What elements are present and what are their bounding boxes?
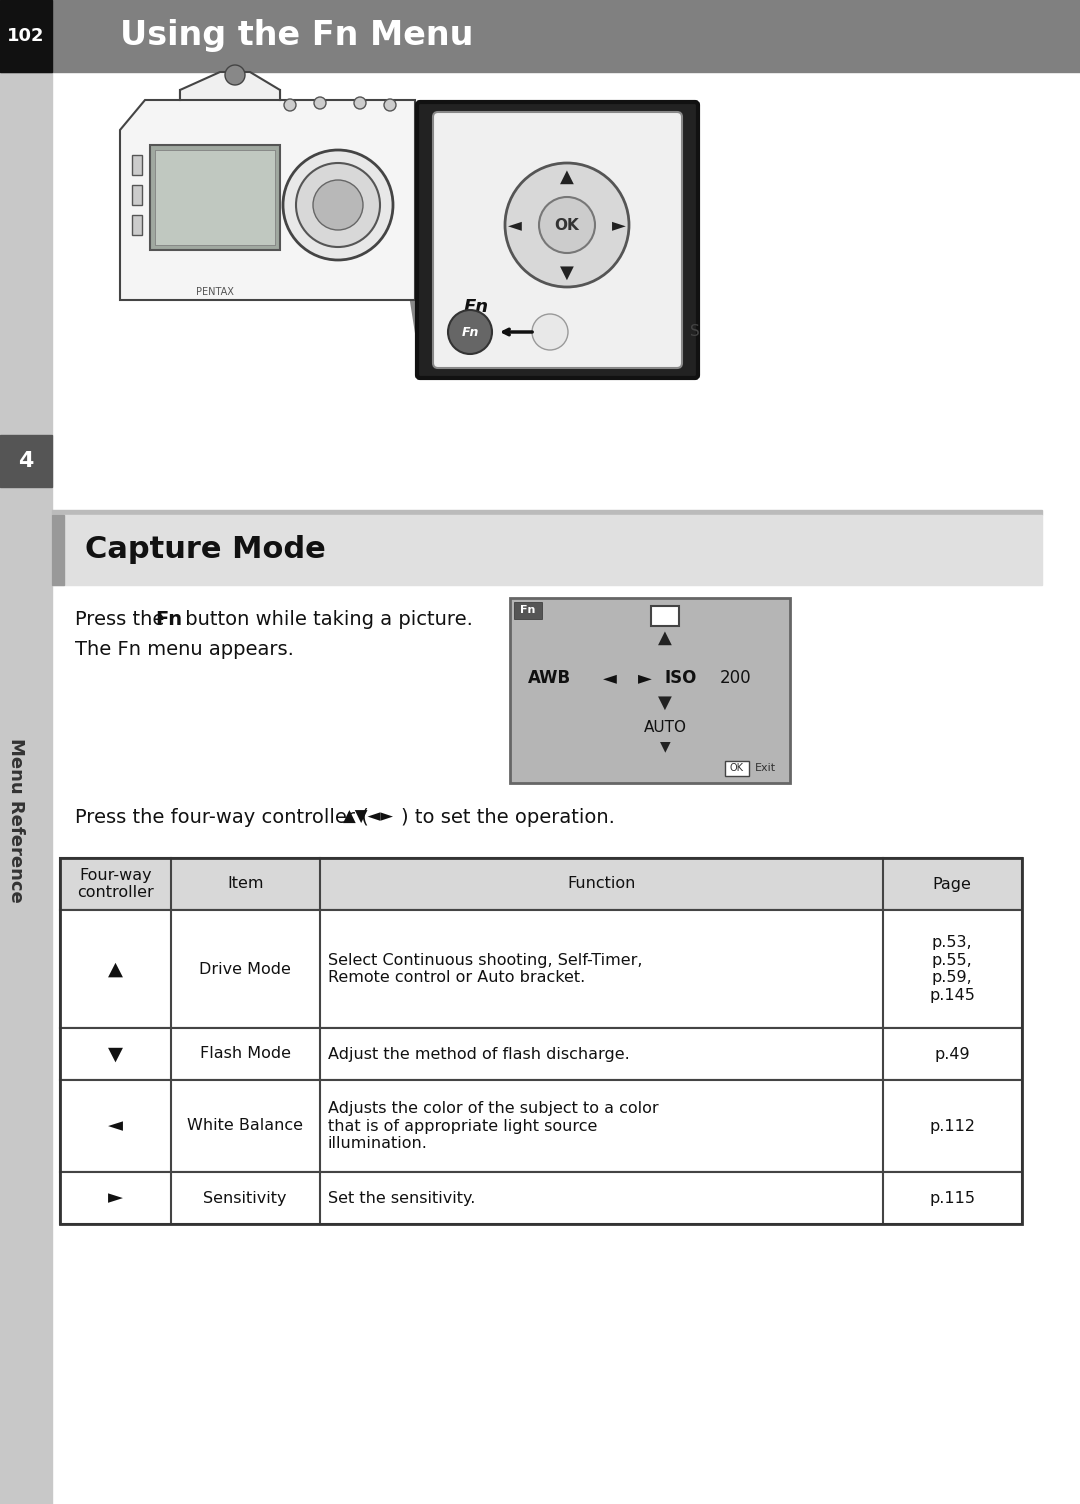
Polygon shape bbox=[405, 114, 420, 365]
Text: button while taking a picture.: button while taking a picture. bbox=[179, 611, 473, 629]
Text: Fn: Fn bbox=[461, 325, 478, 338]
Text: Menu Reference: Menu Reference bbox=[6, 737, 25, 902]
Text: PENTAX: PENTAX bbox=[197, 287, 234, 296]
Text: p.53,
p.55,
p.59,
p.145: p.53, p.55, p.59, p.145 bbox=[929, 935, 975, 1003]
Bar bbox=[60, 910, 1022, 1029]
Text: Fn: Fn bbox=[521, 605, 536, 615]
Text: Press the: Press the bbox=[75, 611, 171, 629]
Text: ►: ► bbox=[108, 1188, 123, 1208]
Circle shape bbox=[313, 180, 363, 230]
Circle shape bbox=[284, 99, 296, 111]
Text: ◄: ◄ bbox=[108, 1116, 123, 1136]
Circle shape bbox=[296, 162, 380, 247]
Bar bbox=[52, 514, 1042, 585]
Text: p.112: p.112 bbox=[929, 1119, 975, 1134]
Text: ◄: ◄ bbox=[508, 217, 522, 235]
Circle shape bbox=[505, 162, 629, 287]
Bar bbox=[150, 144, 280, 250]
Bar bbox=[60, 1080, 1022, 1172]
Circle shape bbox=[283, 150, 393, 260]
Bar bbox=[132, 215, 141, 235]
Text: AWB: AWB bbox=[528, 669, 571, 687]
Text: Capture Mode: Capture Mode bbox=[85, 535, 326, 564]
Text: Exit: Exit bbox=[755, 763, 775, 773]
Text: ▼: ▼ bbox=[108, 1044, 123, 1063]
Text: ISO: ISO bbox=[665, 669, 698, 687]
Circle shape bbox=[354, 96, 366, 108]
Text: OK: OK bbox=[730, 763, 744, 773]
Text: ▼: ▼ bbox=[658, 693, 672, 711]
Bar bbox=[0, 0, 1080, 72]
Bar bbox=[0, 435, 52, 487]
Circle shape bbox=[225, 65, 245, 86]
Text: 4: 4 bbox=[18, 451, 33, 471]
Text: The Fn menu appears.: The Fn menu appears. bbox=[75, 641, 294, 659]
Text: Item: Item bbox=[227, 877, 264, 892]
Bar bbox=[510, 599, 789, 784]
Text: ▲▼◄►: ▲▼◄► bbox=[343, 808, 394, 826]
Bar bbox=[60, 857, 1022, 1224]
Text: Adjust the method of flash discharge.: Adjust the method of flash discharge. bbox=[327, 1047, 630, 1062]
Bar bbox=[60, 1029, 1022, 1080]
Text: ▲: ▲ bbox=[108, 960, 123, 979]
Bar bbox=[651, 606, 679, 626]
Bar bbox=[52, 514, 64, 585]
Text: ►: ► bbox=[612, 217, 626, 235]
FancyBboxPatch shape bbox=[433, 111, 681, 368]
Text: Function: Function bbox=[567, 877, 635, 892]
Text: ►: ► bbox=[638, 669, 652, 687]
Bar bbox=[156, 150, 275, 245]
Text: Select Continuous shooting, Self-Timer,
Remote control or Auto bracket.: Select Continuous shooting, Self-Timer, … bbox=[327, 954, 643, 985]
FancyBboxPatch shape bbox=[417, 102, 698, 378]
Text: AUTO: AUTO bbox=[644, 720, 687, 735]
Text: p.115: p.115 bbox=[929, 1191, 975, 1206]
Bar bbox=[60, 1172, 1022, 1224]
Text: ◄: ◄ bbox=[603, 669, 617, 687]
Bar bbox=[52, 510, 1042, 514]
Bar bbox=[132, 155, 141, 174]
Text: ▲: ▲ bbox=[658, 629, 672, 647]
Text: OK: OK bbox=[555, 218, 579, 233]
Text: Drive Mode: Drive Mode bbox=[199, 961, 292, 976]
Text: S: S bbox=[690, 325, 700, 340]
Text: Press the four-way controller (: Press the four-way controller ( bbox=[75, 808, 368, 827]
Bar bbox=[0, 0, 52, 1504]
Text: Fn: Fn bbox=[463, 298, 488, 316]
Text: ▼: ▼ bbox=[561, 265, 573, 283]
Text: White Balance: White Balance bbox=[187, 1119, 303, 1134]
Text: Sensitivity: Sensitivity bbox=[203, 1191, 287, 1206]
Text: 102: 102 bbox=[8, 27, 44, 45]
Circle shape bbox=[384, 99, 396, 111]
Circle shape bbox=[532, 314, 568, 350]
Text: Flash Mode: Flash Mode bbox=[200, 1047, 291, 1062]
Text: Page: Page bbox=[933, 877, 972, 892]
Text: Adjusts the color of the subject to a color
that is of appropriate light source
: Adjusts the color of the subject to a co… bbox=[327, 1101, 659, 1151]
Text: ) to set the operation.: ) to set the operation. bbox=[401, 808, 615, 827]
Text: 200: 200 bbox=[720, 669, 752, 687]
Text: Fn: Fn bbox=[156, 611, 183, 629]
Polygon shape bbox=[120, 90, 415, 299]
Text: ▼: ▼ bbox=[660, 738, 671, 754]
Bar bbox=[60, 857, 1022, 910]
Circle shape bbox=[448, 310, 492, 353]
Polygon shape bbox=[180, 72, 280, 99]
Text: Set the sensitivity.: Set the sensitivity. bbox=[327, 1191, 475, 1206]
Circle shape bbox=[314, 96, 326, 108]
Bar bbox=[132, 185, 141, 205]
Bar bbox=[514, 602, 542, 620]
Text: ▲: ▲ bbox=[561, 168, 573, 186]
Bar bbox=[0, 0, 52, 72]
Text: Using the Fn Menu: Using the Fn Menu bbox=[120, 20, 473, 53]
Text: Four-way
controller: Four-way controller bbox=[77, 868, 153, 901]
Circle shape bbox=[539, 197, 595, 253]
Bar bbox=[725, 761, 750, 776]
Text: p.49: p.49 bbox=[934, 1047, 970, 1062]
